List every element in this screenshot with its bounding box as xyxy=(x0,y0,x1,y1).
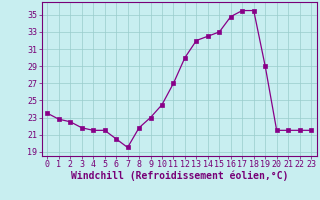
X-axis label: Windchill (Refroidissement éolien,°C): Windchill (Refroidissement éolien,°C) xyxy=(70,171,288,181)
